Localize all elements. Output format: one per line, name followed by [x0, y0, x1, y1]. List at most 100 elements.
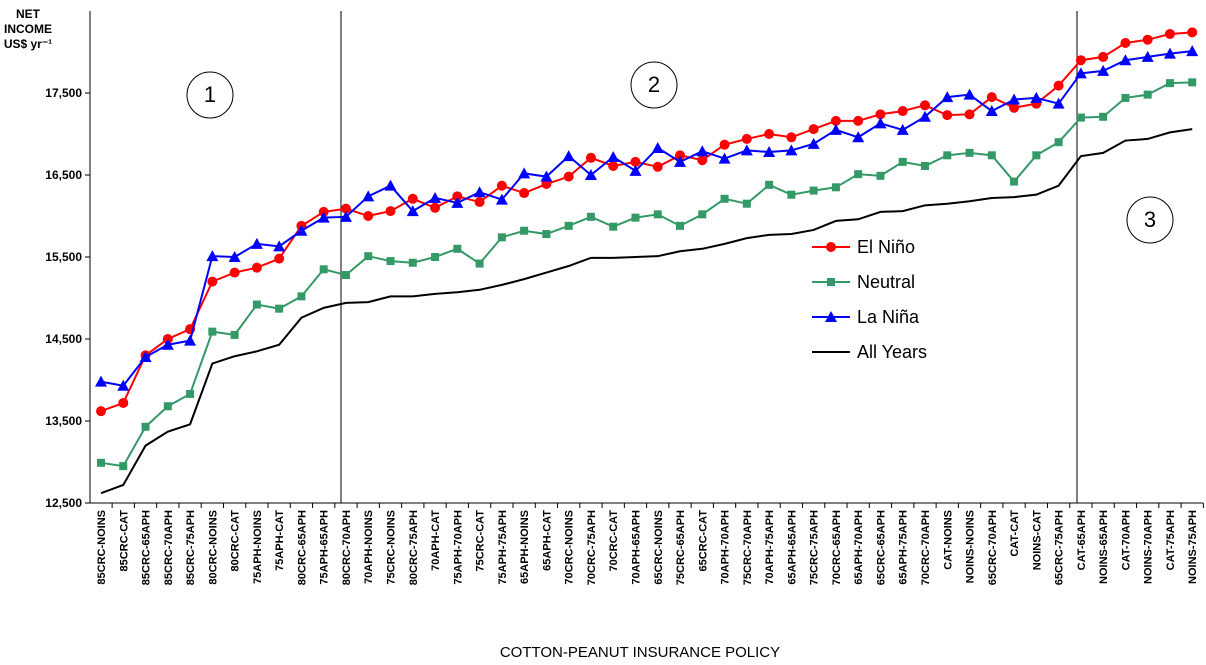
- x-tick-label: 70CRC-75APH: [586, 510, 598, 585]
- x-tick-label: CAT-NOINS: [942, 510, 954, 570]
- point: [607, 150, 620, 162]
- x-tick-label: CAT-65APH: [1076, 510, 1088, 570]
- point: [406, 205, 419, 217]
- y-tick-label: 12,500: [45, 496, 82, 510]
- point: [1008, 93, 1021, 105]
- point: [540, 170, 553, 182]
- point: [1164, 28, 1175, 39]
- y-tick-label: 13,500: [45, 414, 82, 428]
- point: [1143, 90, 1152, 99]
- point: [964, 109, 975, 120]
- point: [741, 133, 752, 144]
- point: [252, 300, 261, 309]
- point: [408, 258, 417, 267]
- x-tick-label: 70CRC-65APH: [831, 510, 843, 585]
- point: [97, 458, 105, 467]
- x-tick-label: 75CRC-65APH: [675, 510, 687, 585]
- point: [808, 124, 819, 135]
- point: [451, 196, 464, 208]
- point: [385, 206, 396, 217]
- point: [497, 233, 506, 242]
- point: [697, 155, 708, 166]
- x-tick-label: 75APH-75APH: [497, 510, 509, 585]
- point: [786, 132, 797, 143]
- point: [785, 144, 798, 156]
- point: [609, 222, 618, 231]
- point: [1163, 47, 1176, 59]
- annotation-circle: [630, 61, 678, 109]
- point: [119, 462, 128, 471]
- point: [562, 150, 575, 162]
- point: [1121, 93, 1130, 102]
- point: [430, 202, 441, 213]
- x-tick-label: 65CRC-70APH: [987, 510, 999, 585]
- point: [518, 167, 531, 179]
- x-tick-label: 75CRC-75APH: [809, 510, 821, 585]
- x-tick-label: 70APH-75APH: [764, 510, 776, 585]
- x-tick-label: 75CRC-CAT: [475, 510, 487, 572]
- point: [275, 304, 284, 313]
- point: [1009, 102, 1020, 113]
- legend-label: El Niño: [857, 237, 915, 257]
- x-tick-label: 65APH-70APH: [853, 510, 865, 585]
- x-tick-label: 65CRC-75APH: [1054, 510, 1066, 585]
- x-tick-label: 70CRC-CAT: [608, 510, 620, 572]
- point: [141, 422, 150, 431]
- point: [186, 389, 195, 398]
- point: [475, 259, 484, 268]
- point: [942, 110, 953, 121]
- point: [431, 253, 440, 261]
- point: [696, 145, 709, 157]
- point: [809, 186, 818, 195]
- x-tick-label: 75APH-70APH: [452, 510, 464, 585]
- point: [675, 150, 686, 161]
- point: [918, 110, 931, 122]
- point: [341, 271, 350, 280]
- point: [986, 92, 997, 103]
- point: [386, 257, 395, 266]
- point: [117, 379, 130, 391]
- point: [718, 152, 731, 164]
- x-tick-label: 85CRC-75APH: [185, 510, 197, 585]
- annotation-circle: [186, 71, 234, 119]
- point: [1120, 37, 1131, 48]
- point: [1165, 79, 1174, 88]
- point: [985, 105, 998, 117]
- point: [920, 161, 929, 170]
- point: [1075, 55, 1086, 66]
- legend-label: Neutral: [857, 272, 915, 292]
- point: [407, 193, 418, 204]
- point: [317, 211, 330, 223]
- point: [676, 221, 685, 230]
- point: [825, 311, 837, 322]
- point: [963, 88, 976, 100]
- y-label-2: INCOME: [4, 22, 52, 36]
- point: [542, 230, 551, 239]
- point: [674, 155, 687, 167]
- legend-label: All Years: [857, 342, 927, 362]
- x-tick-label: 70APH-NOINS: [363, 510, 375, 584]
- point: [230, 330, 239, 339]
- x-tick-label: 80CRC-CAT: [230, 510, 242, 572]
- point: [941, 91, 954, 103]
- y-tick-label: 17,500: [45, 86, 82, 100]
- x-tick-label: 75CRC-NOINS: [386, 510, 398, 585]
- x-tick-label: 65CRC-65APH: [875, 510, 887, 585]
- point: [742, 199, 751, 208]
- annotation: 1: [204, 82, 216, 107]
- y-label-3: US$ yr⁻¹: [4, 37, 52, 51]
- x-tick-label: 65APH-CAT: [541, 510, 553, 571]
- point: [652, 161, 663, 172]
- x-tick-label: 65APH-75APH: [898, 510, 910, 585]
- x-tick-label: 80CRC-65APH: [296, 510, 308, 585]
- point: [897, 106, 908, 117]
- x-tick-label: 70CRC-70APH: [920, 510, 932, 585]
- point: [496, 180, 507, 191]
- point: [826, 242, 836, 252]
- point: [118, 397, 129, 408]
- x-tick-label: NOINS-65APH: [1098, 510, 1110, 584]
- point: [875, 109, 886, 120]
- point: [831, 183, 840, 192]
- annotation: 3: [1144, 207, 1156, 232]
- point: [653, 210, 662, 219]
